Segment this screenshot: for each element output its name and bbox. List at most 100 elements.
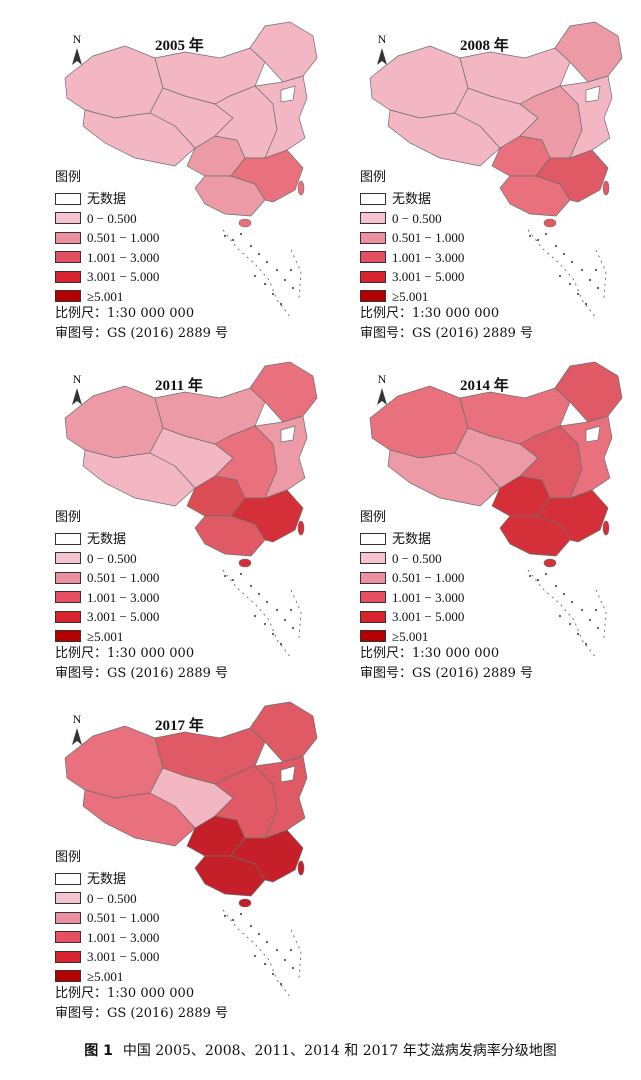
legend-swatch xyxy=(55,231,81,244)
legend-item: 3.001 − 5.000 xyxy=(360,267,464,287)
legend-swatch xyxy=(55,571,81,584)
north-arrow-icon xyxy=(72,48,82,65)
north-arrow-icon xyxy=(377,388,387,405)
province-region xyxy=(249,361,318,423)
legend-label: 0.501 − 1.000 xyxy=(87,230,160,246)
legend-label: ≥5.001 xyxy=(392,288,429,304)
legend-item: 0.501 − 1.000 xyxy=(55,228,159,248)
north-arrow-icon xyxy=(72,388,82,405)
review-number-text: 审图号：GS (2016) 2889 号 xyxy=(360,326,533,341)
province-region xyxy=(387,109,501,167)
legend-item: 0 − 0.500 xyxy=(55,209,159,229)
island-region xyxy=(543,218,557,228)
legend-title: 图例 xyxy=(360,510,387,525)
legend-title: 图例 xyxy=(360,170,387,185)
map-panel-2005: N 2005 年 图例 无数据 0 − 0.500 0.501 − 1.000 1.0… xyxy=(55,18,355,348)
legend-label: 0 − 0.500 xyxy=(87,210,137,226)
north-arrow: N xyxy=(71,32,83,66)
province-region xyxy=(559,415,613,499)
map-panel-2017: N 2017 年 图例 无数据 0 − 0.500 0.501 − 1.000 1.0… xyxy=(55,698,355,1028)
province-region xyxy=(230,149,304,203)
legend-label: 0.501 − 1.000 xyxy=(392,230,465,246)
review-number-text: 审图号：GS (2016) 2889 号 xyxy=(55,666,228,681)
province-region xyxy=(82,449,196,507)
province-region xyxy=(230,489,304,543)
legend-swatch xyxy=(360,270,386,283)
province-region xyxy=(387,449,501,507)
legend-swatch xyxy=(360,552,386,565)
legend: 图例 无数据 0 − 0.500 0.501 − 1.000 1.001 − 3.00… xyxy=(360,508,464,646)
legend-item: 0 − 0.500 xyxy=(360,209,464,229)
china-map xyxy=(64,701,318,999)
province-region xyxy=(554,21,623,83)
legend-item: 0.501 − 1.000 xyxy=(55,568,159,588)
province-region xyxy=(559,75,613,159)
legend-item: 0 − 0.500 xyxy=(55,549,159,569)
legend-item: ≥5.001 xyxy=(55,967,159,987)
china-map xyxy=(369,361,623,659)
legend: 图例 无数据 0 − 0.500 0.501 − 1.000 1.001 − 3.00… xyxy=(55,168,159,306)
legend-item: 无数据 xyxy=(55,869,159,889)
legend-swatch xyxy=(360,251,386,264)
legend-label: 无数据 xyxy=(87,871,127,887)
legend-label: 3.001 − 5.000 xyxy=(87,949,160,965)
legend-swatch xyxy=(360,630,386,643)
legend-item: 3.001 − 5.000 xyxy=(360,607,464,627)
legend-swatch xyxy=(55,931,81,944)
china-map xyxy=(369,21,623,319)
legend-label: 无数据 xyxy=(392,531,432,547)
north-arrow-icon xyxy=(377,48,387,65)
legend-swatch xyxy=(55,192,81,205)
legend-label: 1.001 − 3.000 xyxy=(87,589,160,605)
review-number-text: 审图号：GS (2016) 2889 号 xyxy=(360,666,533,681)
south-china-sea-islands xyxy=(222,569,302,659)
legend-swatch xyxy=(360,192,386,205)
bohai-sea xyxy=(280,425,296,443)
legend-label: ≥5.001 xyxy=(87,628,124,644)
island-region xyxy=(238,558,252,568)
legend-swatch xyxy=(55,911,81,924)
legend-label: 0 − 0.500 xyxy=(87,890,137,906)
legend-label: 0 − 0.500 xyxy=(392,550,442,566)
island-region xyxy=(297,520,305,536)
map-panel-2008: N 2008 年 图例 无数据 0 − 0.500 0.501 − 1.000 1.0… xyxy=(360,18,641,348)
map-year-label: 2017 年 xyxy=(155,718,204,734)
province-region xyxy=(535,149,609,203)
map-panel-2014: N 2014 年 图例 无数据 0 − 0.500 0.501 − 1.000 1.0… xyxy=(360,358,641,688)
north-arrow: N xyxy=(71,712,83,746)
legend-swatch xyxy=(55,290,81,303)
legend-label: 3.001 − 5.000 xyxy=(392,269,465,285)
legend-item: 0 − 0.500 xyxy=(55,889,159,909)
province-region xyxy=(535,489,609,543)
island-region xyxy=(543,558,557,568)
province-region xyxy=(82,789,196,847)
legend-label: ≥5.001 xyxy=(87,968,124,984)
legend-item: ≥5.001 xyxy=(360,627,464,647)
province-region xyxy=(249,701,318,763)
legend-title: 图例 xyxy=(55,170,82,185)
legend-swatch xyxy=(360,212,386,225)
legend-item: 0.501 − 1.000 xyxy=(360,228,464,248)
legend-item: 0.501 − 1.000 xyxy=(55,908,159,928)
legend-label: 3.001 − 5.000 xyxy=(87,609,160,625)
north-arrow: N xyxy=(376,32,388,66)
bohai-sea xyxy=(585,85,601,103)
legend: 图例 无数据 0 − 0.500 0.501 − 1.000 1.001 − 3.00… xyxy=(55,508,159,646)
bohai-sea xyxy=(280,85,296,103)
legend-item: 1.001 − 3.000 xyxy=(55,928,159,948)
legend-label: 0.501 − 1.000 xyxy=(392,570,465,586)
legend-item: 无数据 xyxy=(55,189,159,209)
legend-item: 1.001 − 3.000 xyxy=(55,588,159,608)
province-region xyxy=(230,829,304,883)
legend-swatch xyxy=(360,290,386,303)
legend-swatch xyxy=(55,552,81,565)
legend-item: 1.001 − 3.000 xyxy=(55,248,159,268)
legend-swatch xyxy=(360,231,386,244)
legend: 图例 无数据 0 − 0.500 0.501 − 1.000 1.001 − 3.00… xyxy=(55,848,159,986)
legend-item: 1.001 − 3.000 xyxy=(360,248,464,268)
province-region xyxy=(254,75,308,159)
legend-item: 0 − 0.500 xyxy=(360,549,464,569)
legend-label: ≥5.001 xyxy=(392,628,429,644)
north-arrow: N xyxy=(71,372,83,406)
legend-item: ≥5.001 xyxy=(55,627,159,647)
